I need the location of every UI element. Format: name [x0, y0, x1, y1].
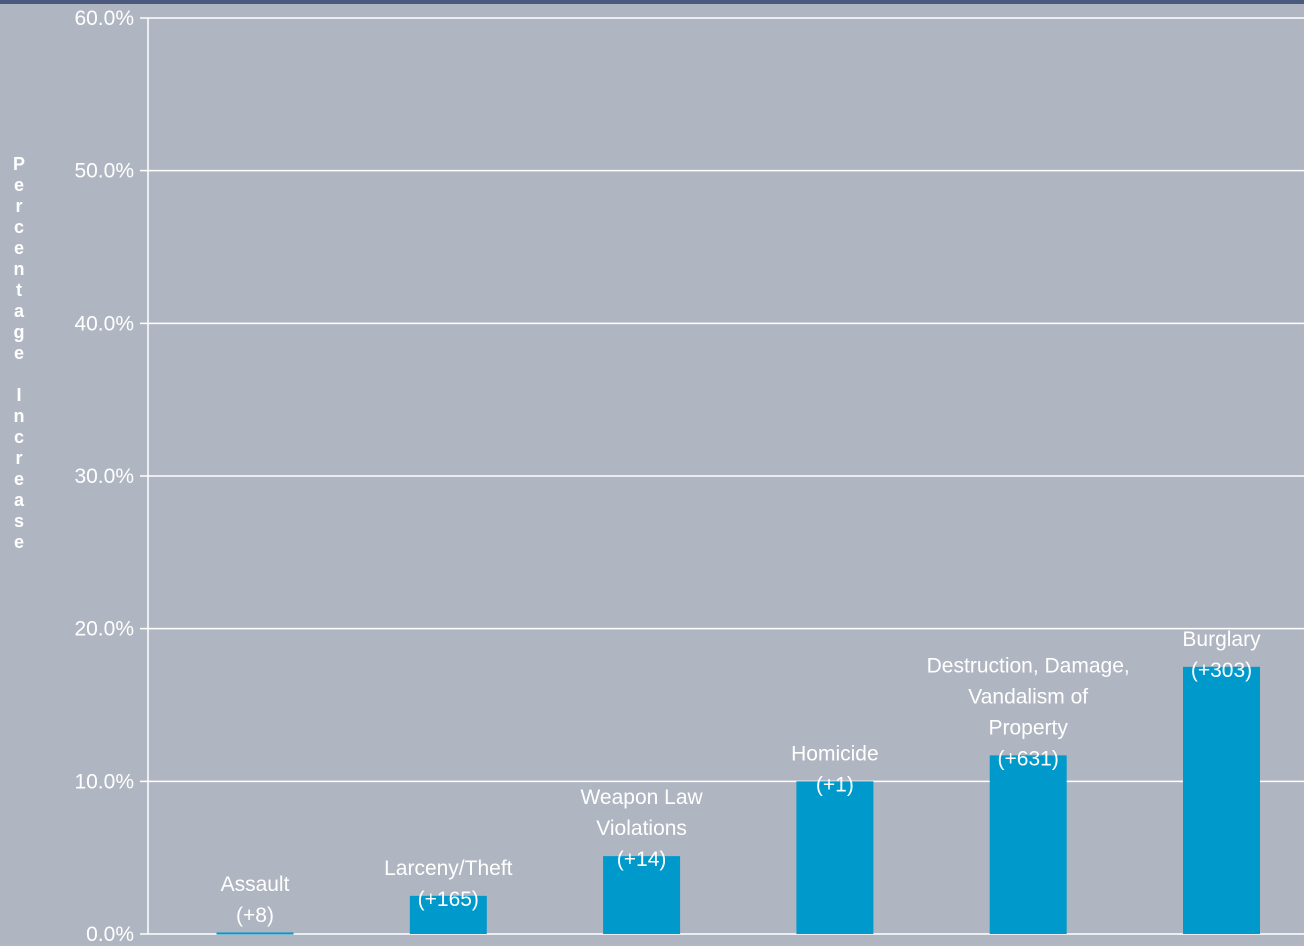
- data-label: Vandalism of: [968, 685, 1088, 708]
- data-label: Burglary: [1182, 628, 1261, 651]
- top-band: [0, 0, 1304, 4]
- y-tick-label: 50.0%: [74, 160, 134, 183]
- y-tick-label: 30.0%: [74, 465, 134, 488]
- data-label: (+631): [998, 747, 1059, 770]
- bar: [216, 932, 294, 935]
- bar: [603, 856, 681, 934]
- data-label: (+14): [617, 848, 667, 871]
- y-axis-label-letter: e: [13, 469, 24, 489]
- y-axis-ticks: 0.0% 10.0% 20.0% 30.0% 40.0% 50.0% 60.0%: [74, 7, 134, 946]
- data-label: (+165): [418, 888, 479, 911]
- y-axis-label-letter: P: [12, 154, 25, 174]
- y-axis-label-letter: e: [13, 532, 24, 552]
- y-axis-label-letter: e: [13, 238, 24, 258]
- data-label: (+8): [236, 904, 274, 927]
- data-label: Larceny/Theft: [384, 857, 513, 880]
- y-tick-label: 20.0%: [74, 618, 134, 641]
- data-label: (+303): [1191, 659, 1252, 682]
- y-axis-label-letter: c: [13, 427, 24, 447]
- data-label: Homicide: [791, 742, 879, 765]
- y-axis-label-letter: e: [13, 175, 24, 195]
- bar: [989, 755, 1067, 934]
- y-tick-label: 0.0%: [86, 923, 134, 946]
- gridlines: [140, 17, 1304, 935]
- y-axis-label-letter: a: [13, 490, 24, 510]
- y-tick-label: 10.0%: [74, 770, 134, 793]
- bar: [1183, 666, 1260, 934]
- data-label: (+1): [816, 773, 854, 796]
- y-axis-label-letter: e: [13, 343, 24, 363]
- y-axis-label-letter: t: [16, 280, 22, 300]
- y-axis-label-letter: s: [13, 511, 24, 531]
- data-label: Property: [989, 716, 1069, 739]
- y-axis-label-letter: n: [13, 406, 25, 426]
- data-label: Violations: [596, 817, 687, 840]
- data-label: Assault: [221, 873, 290, 896]
- y-tick-label: 60.0%: [74, 7, 134, 30]
- y-axis-label-letter: c: [13, 217, 24, 237]
- y-axis-label-letter: r: [15, 448, 23, 468]
- bars: [216, 666, 1260, 935]
- y-axis-label-letter: r: [15, 196, 23, 216]
- bar: [409, 895, 487, 934]
- y-axis-label-letter: n: [13, 259, 25, 279]
- data-label: Weapon Law: [580, 786, 703, 809]
- data-label: Destruction, Damage,: [927, 654, 1130, 677]
- y-axis-label-letter: a: [13, 301, 24, 321]
- y-axis-label-letter: I: [16, 385, 22, 405]
- y-tick-label: 40.0%: [74, 312, 134, 335]
- data-labels: Assault (+8) Larceny/Theft (+165) Weapon Law…: [221, 628, 1262, 927]
- y-axis-label-letter: g: [13, 322, 25, 342]
- bar: [796, 781, 874, 934]
